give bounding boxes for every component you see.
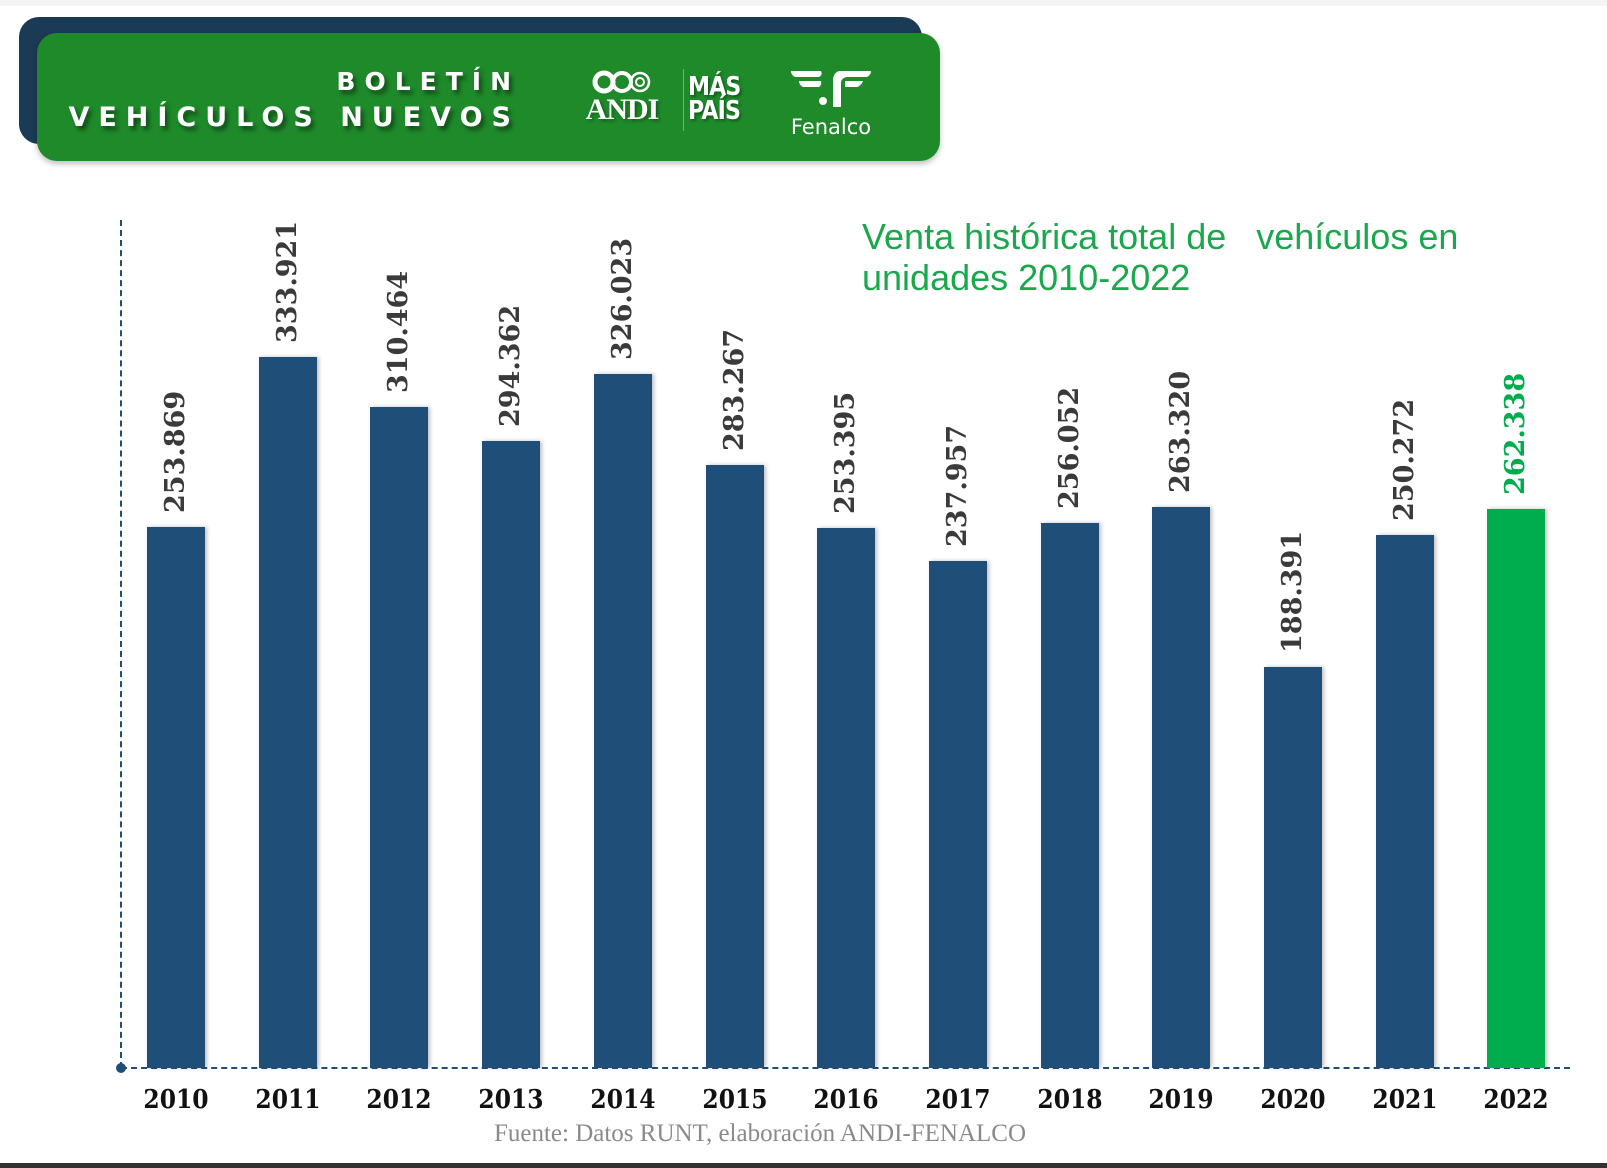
bar-2012 <box>370 407 428 1068</box>
x-tick-label-2018: 2018 <box>1037 1085 1103 1115</box>
x-tick-label-2017: 2017 <box>925 1085 991 1115</box>
value-label-2012: 310.464 <box>383 270 414 393</box>
bar-2022 <box>1487 509 1545 1068</box>
x-tick-label-2022: 2022 <box>1483 1085 1549 1115</box>
fenalco-logo-text: Fenalco <box>790 115 872 139</box>
value-label-2017: 237.957 <box>942 424 973 547</box>
mas-pais-line1: MÁS <box>688 72 741 102</box>
x-tick-label-2014: 2014 <box>590 1085 656 1115</box>
x-tick-label-2015: 2015 <box>702 1085 768 1115</box>
bar-2017 <box>929 561 987 1068</box>
bar-2018 <box>1041 523 1099 1068</box>
value-label-2015: 283.267 <box>719 328 750 451</box>
fenalco-wing-icon <box>791 71 871 107</box>
x-axis-line <box>121 1067 1570 1069</box>
value-label-2014: 326.023 <box>607 237 638 360</box>
x-tick-label-2010: 2010 <box>143 1085 209 1115</box>
header-banner: BOLETÍN VEHÍCULOS NUEVOS ANDI MÁS PAÍS F… <box>37 33 940 161</box>
x-tick-label-2013: 2013 <box>478 1085 544 1115</box>
bar-2014 <box>594 374 652 1068</box>
source-text: Fuente: Datos RUNT, elaboración ANDI-FEN… <box>493 1120 1027 1147</box>
x-tick-label-2012: 2012 <box>366 1085 432 1115</box>
source-note: Fuente: Datos RUNT, elaboración ANDI-FEN… <box>0 1120 1560 1148</box>
axis-origin-dot <box>116 1063 126 1073</box>
value-label-2016: 253.395 <box>830 391 861 514</box>
value-label-2013: 294.362 <box>495 304 526 427</box>
logo-divider <box>683 69 684 131</box>
bulletin-title-line1: BOLETÍN <box>336 67 520 96</box>
andi-logo: ANDI <box>577 69 667 125</box>
bar-2011 <box>259 357 317 1068</box>
mas-pais-line2: PAÍS <box>688 96 741 126</box>
bar-2021 <box>1376 535 1434 1068</box>
value-label-2011: 333.921 <box>272 220 303 343</box>
x-tick-label-2016: 2016 <box>813 1085 879 1115</box>
bulletin-title: BOLETÍN VEHÍCULOS NUEVOS <box>68 64 520 136</box>
x-tick-label-2011: 2011 <box>255 1085 321 1115</box>
fenalco-logo: Fenalco <box>781 69 881 138</box>
value-label-2010: 253.869 <box>160 390 191 513</box>
andi-rings-icon <box>592 70 651 94</box>
y-axis-line <box>120 220 122 1068</box>
value-label-2020: 188.391 <box>1277 530 1308 653</box>
x-tick-label-2019: 2019 <box>1148 1085 1214 1115</box>
bar-2019 <box>1152 507 1210 1068</box>
bar-2016 <box>817 528 875 1068</box>
bulletin-title-line2: VEHÍCULOS NUEVOS <box>68 102 520 133</box>
value-label-2018: 256.052 <box>1054 386 1085 509</box>
mas-pais-logo: MÁS PAÍS <box>688 72 741 126</box>
x-tick-label-2020: 2020 <box>1260 1085 1326 1115</box>
chart-title: Venta histórica total de vehículos en un… <box>862 216 1459 298</box>
andi-logo-text: ANDI <box>585 93 660 126</box>
x-tick-label-2021: 2021 <box>1372 1085 1438 1115</box>
bar-2015 <box>706 465 764 1068</box>
value-label-2019: 263.320 <box>1165 370 1196 493</box>
bottom-edge <box>0 1163 1607 1168</box>
top-strip <box>0 0 1607 6</box>
bar-2013 <box>482 441 540 1068</box>
value-label-2022: 262.338 <box>1500 372 1531 495</box>
bar-2020 <box>1264 667 1322 1068</box>
value-label-2021: 250.272 <box>1389 398 1420 521</box>
bar-2010 <box>147 527 205 1068</box>
